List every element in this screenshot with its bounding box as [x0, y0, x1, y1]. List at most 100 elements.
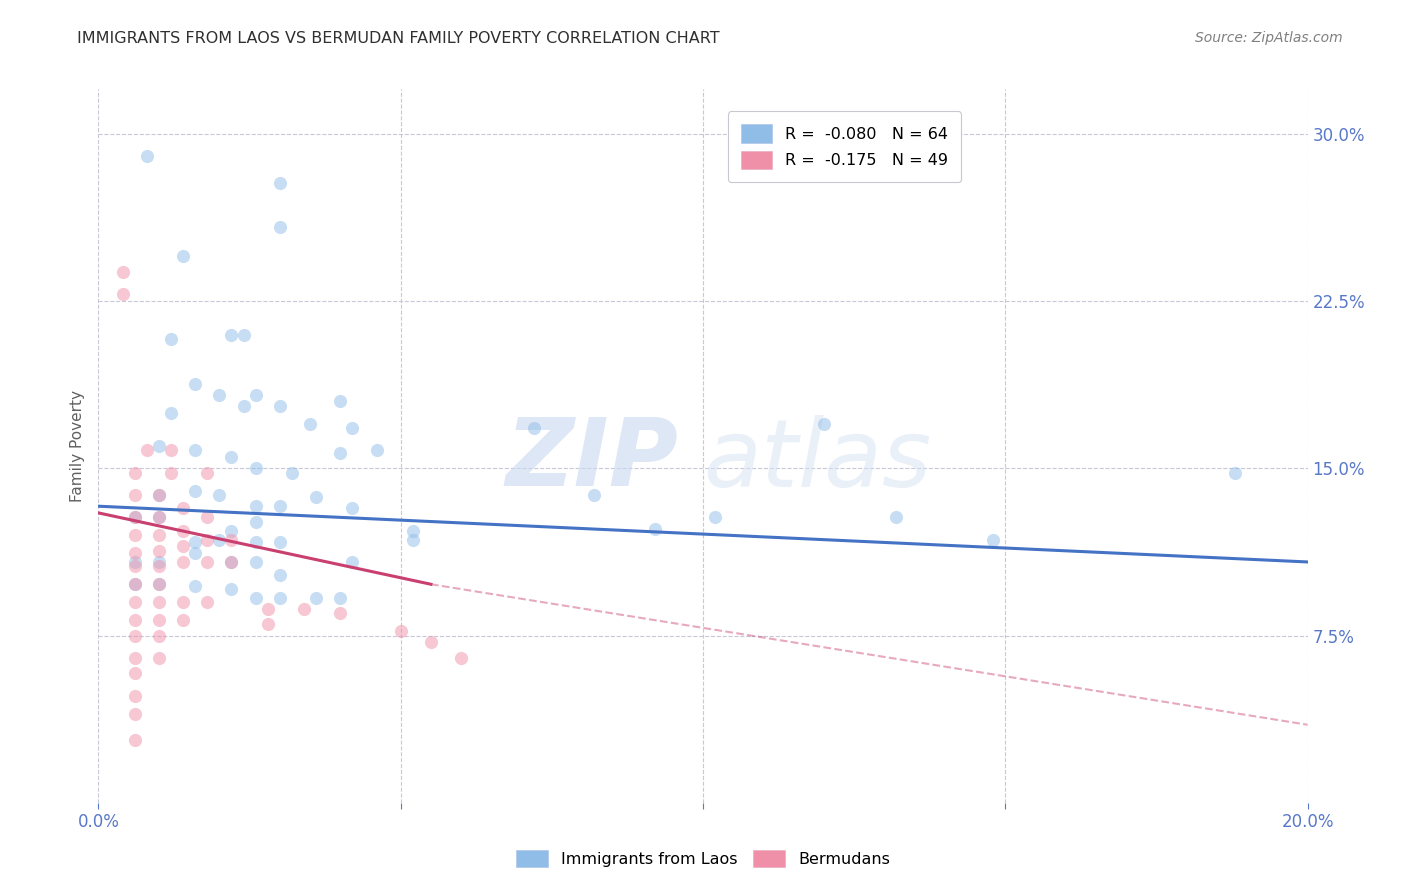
Point [269, 568, 291, 582]
Point [124, 466, 146, 480]
Point [124, 666, 146, 681]
Point [583, 488, 606, 502]
Point [523, 421, 546, 435]
Point [148, 559, 170, 574]
Point [124, 613, 146, 627]
Point [184, 443, 207, 458]
Point [160, 405, 183, 419]
Point [195, 533, 218, 547]
Point [184, 534, 207, 549]
Point [221, 555, 243, 569]
Point [644, 521, 666, 535]
Point [886, 510, 908, 524]
Point [172, 249, 194, 264]
Point [172, 524, 194, 538]
Y-axis label: Family Poverty: Family Poverty [70, 390, 86, 502]
Point [184, 376, 207, 391]
Point [245, 515, 267, 529]
Point [256, 617, 278, 632]
Point [124, 595, 146, 609]
Point [221, 582, 243, 596]
Point [704, 510, 727, 524]
Point [148, 528, 170, 542]
Point [124, 577, 146, 591]
Point [184, 580, 207, 594]
Point [124, 628, 146, 642]
Point [172, 613, 194, 627]
Point [269, 176, 291, 190]
Point [221, 555, 243, 569]
Point [124, 528, 146, 542]
Point [195, 595, 218, 609]
Point [172, 539, 194, 553]
Point [342, 421, 364, 435]
Point [329, 607, 352, 621]
Point [160, 466, 183, 480]
Point [245, 534, 267, 549]
Point [148, 595, 170, 609]
Point [1223, 466, 1246, 480]
Point [269, 534, 291, 549]
Text: ZIP: ZIP [506, 414, 679, 507]
Point [148, 488, 170, 502]
Point [148, 651, 170, 665]
Point [172, 555, 194, 569]
Point [402, 524, 425, 538]
Point [148, 628, 170, 642]
Point [245, 591, 267, 605]
Point [184, 483, 207, 498]
Point [342, 555, 364, 569]
Point [269, 220, 291, 235]
Point [184, 546, 207, 560]
Point [111, 265, 134, 279]
Point [256, 602, 278, 616]
Point [329, 445, 352, 460]
Point [366, 443, 388, 458]
Point [148, 555, 170, 569]
Point [245, 555, 267, 569]
Point [148, 613, 170, 627]
Point [269, 591, 291, 605]
Point [135, 443, 157, 458]
Point [450, 651, 472, 665]
Point [172, 501, 194, 516]
Point [221, 533, 243, 547]
Legend: Immigrants from Laos, Bermudans: Immigrants from Laos, Bermudans [510, 844, 896, 873]
Point [342, 501, 364, 516]
Text: IMMIGRANTS FROM LAOS VS BERMUDAN FAMILY POVERTY CORRELATION CHART: IMMIGRANTS FROM LAOS VS BERMUDAN FAMILY … [77, 31, 720, 46]
Point [148, 488, 170, 502]
Point [148, 439, 170, 453]
Point [269, 499, 291, 513]
Point [389, 624, 412, 639]
Point [124, 689, 146, 703]
Point [245, 387, 267, 401]
Text: atlas: atlas [703, 415, 931, 506]
Point [305, 490, 328, 504]
Point [329, 394, 352, 409]
Point [160, 332, 183, 346]
Point [221, 524, 243, 538]
Point [124, 559, 146, 574]
Point [232, 327, 254, 342]
Point [813, 417, 835, 431]
Point [148, 577, 170, 591]
Point [402, 533, 425, 547]
Point [245, 499, 267, 513]
Point [195, 555, 218, 569]
Text: Source: ZipAtlas.com: Source: ZipAtlas.com [1195, 31, 1343, 45]
Point [420, 635, 443, 649]
Point [124, 706, 146, 721]
Point [305, 591, 328, 605]
Point [292, 602, 315, 616]
Point [329, 591, 352, 605]
Point [148, 510, 170, 524]
Point [281, 466, 304, 480]
Point [124, 733, 146, 747]
Point [111, 287, 134, 301]
Point [160, 443, 183, 458]
Point [981, 533, 1004, 547]
Point [124, 577, 146, 591]
Point [124, 510, 146, 524]
Point [148, 543, 170, 558]
Point [124, 510, 146, 524]
